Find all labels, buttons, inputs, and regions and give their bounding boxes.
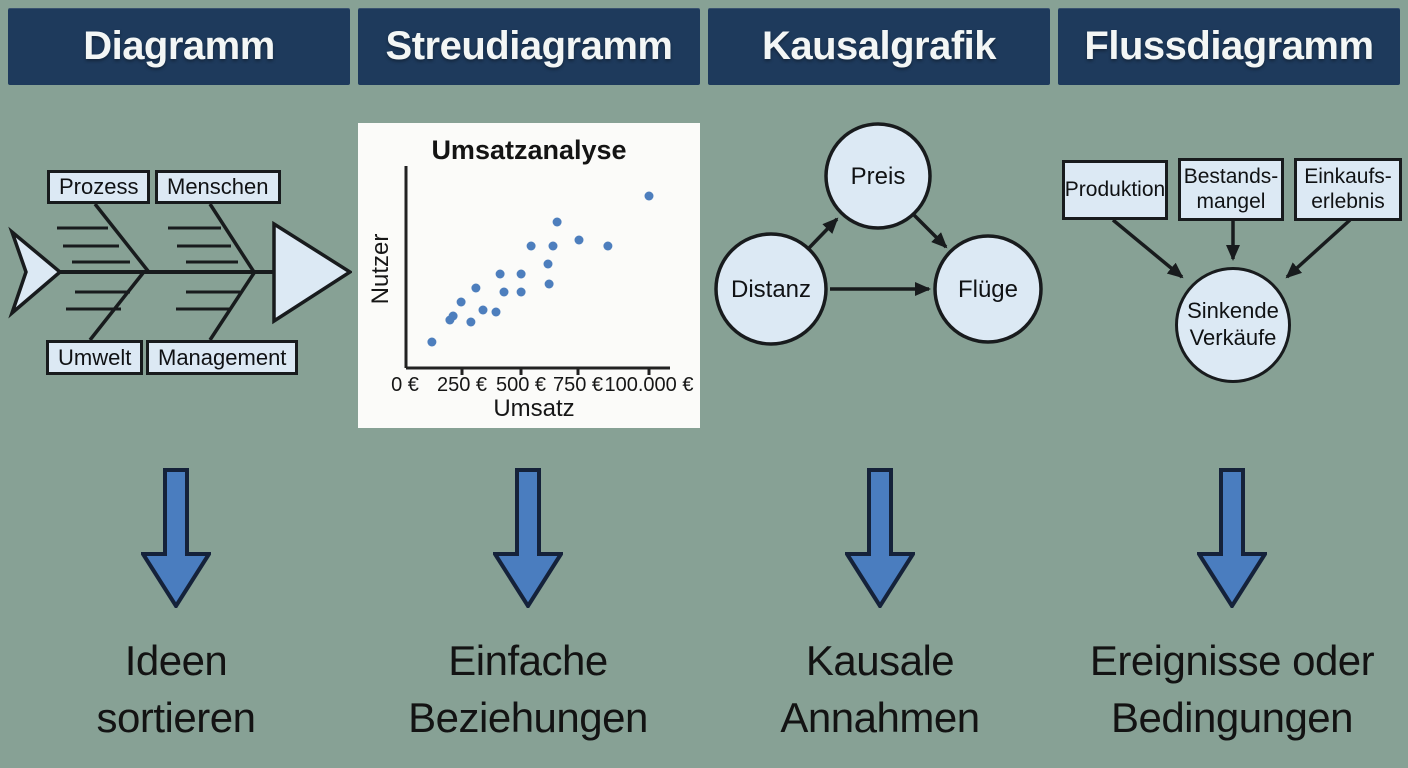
- flow-box-bestandsmangel: Bestands- mangel: [1178, 158, 1284, 221]
- fish-tail-icon: [8, 226, 63, 319]
- scatter-dot: [516, 269, 526, 279]
- node-fluege-label: Flüge: [958, 276, 1018, 303]
- causal-graph-svg: Preis Distanz Flüge: [714, 122, 1043, 346]
- scatter-panel: Umsatzanalyse Nutzer 0 € 250 € 500 € 750 €1…: [358, 123, 700, 428]
- flow-arrows-svg: [1111, 218, 1352, 279]
- causal-graph: Preis Distanz Flüge: [704, 85, 1056, 450]
- x-axis-label: Umsatz: [493, 395, 574, 422]
- caption-einfache-beziehungen: Einfache Beziehungen: [408, 637, 648, 742]
- x-axis-ticks: 0 € 250 € 500 € 750 €100.000 €: [391, 368, 693, 396]
- y-axis-label: Nutzer: [367, 234, 394, 305]
- node-preis-circle: [824, 122, 932, 230]
- scatter-dot: [644, 191, 654, 201]
- x-tick-label: 500 €: [496, 374, 546, 396]
- scatter-dot: [544, 279, 554, 289]
- scatter-dot: [466, 317, 476, 327]
- scatter-dot: [526, 241, 536, 251]
- arrow-distanz-preis: [807, 217, 839, 250]
- caption-kausale-annahmen: Kausale Annahmen: [780, 637, 980, 742]
- down-arrow-icon: [1197, 468, 1267, 608]
- node-distanz-circle: [714, 232, 828, 346]
- x-tick-label: 250 €: [437, 374, 487, 396]
- x-tick-label: 0 €: [391, 374, 419, 396]
- caption-ereignisse-bedingungen: Ereignisse oder Bedingungen: [1089, 637, 1375, 742]
- fishbone-skeleton-icon: [8, 202, 352, 342]
- down-arrow-icon: [845, 468, 915, 608]
- scatter-dot: [552, 217, 562, 227]
- scatter-dot: [495, 269, 505, 279]
- fishbone-label-management: Management: [146, 340, 299, 375]
- scatter-dot: [543, 259, 553, 269]
- fishbone-label-menschen: Menschen: [155, 170, 281, 204]
- arrow-preis-fluege: [911, 212, 948, 249]
- headers-row: Diagramm Streudiagramm Kausalgrafik Flus…: [0, 0, 1408, 85]
- scatter-points: [427, 191, 654, 347]
- fishbone-diagram: Prozess Menschen Umwelt Management: [0, 85, 352, 450]
- scatter-dot: [603, 241, 613, 251]
- scatter-dot: [499, 287, 509, 297]
- fishbone-label-prozess: Prozess: [47, 170, 151, 204]
- down-arrow-icon: [141, 468, 211, 608]
- fish-head-icon: [272, 220, 352, 325]
- caption-ideen-sortieren: Ideen sortieren: [96, 637, 256, 742]
- scatter-dot: [448, 311, 458, 321]
- flow-diagram: Produktion Bestands- mangel Einkaufs- er…: [1056, 85, 1408, 450]
- column-header-streudiagramm: Streudiagramm: [358, 8, 700, 85]
- node-fluege-circle: [933, 234, 1043, 344]
- chart-title: Umsatzanalyse: [431, 135, 626, 165]
- scatter-dot: [574, 235, 584, 245]
- node-preis-label: Preis: [851, 163, 906, 190]
- column-header-kausalgrafik: Kausalgrafik: [708, 8, 1050, 85]
- fishbone-label-umwelt: Umwelt: [46, 340, 144, 375]
- flow-sink-circle: Sinkende Verkäufe: [1175, 267, 1291, 383]
- scatter-column: Umsatzanalyse Nutzer 0 € 250 € 500 € 750 €1…: [352, 85, 704, 450]
- column-header-diagramm: Diagramm: [8, 8, 350, 85]
- down-arrow-icon: [493, 468, 563, 608]
- captions-row: Ideen sortieren Einfache Beziehungen Kau…: [0, 620, 1408, 768]
- column-header-flussdiagramm: Flussdiagramm: [1058, 8, 1400, 85]
- arrows-row: [0, 450, 1408, 620]
- node-distanz-label: Distanz: [731, 276, 811, 303]
- graphics-row: Prozess Menschen Umwelt Management Umsat…: [0, 85, 1408, 450]
- scatter-plot-svg: Umsatzanalyse Nutzer 0 € 250 € 500 € 750 €1…: [367, 135, 693, 422]
- scatter-dot: [471, 283, 481, 293]
- scatter-dot: [516, 287, 526, 297]
- arrow-einkaufserlebnis-sink: [1285, 218, 1352, 279]
- x-tick-label: 750 €: [553, 374, 603, 396]
- scatter-dot: [427, 337, 437, 347]
- scatter-dot: [456, 297, 466, 307]
- x-tick-label: 100.000 €: [605, 374, 694, 396]
- scatter-dot: [478, 305, 488, 315]
- scatter-dot: [548, 241, 558, 251]
- flow-box-produktion: Produktion: [1062, 160, 1168, 220]
- arrow-produktion-sink: [1111, 218, 1184, 279]
- flow-box-einkaufserlebnis: Einkaufs- erlebnis: [1294, 158, 1402, 221]
- scatter-dot: [491, 307, 501, 317]
